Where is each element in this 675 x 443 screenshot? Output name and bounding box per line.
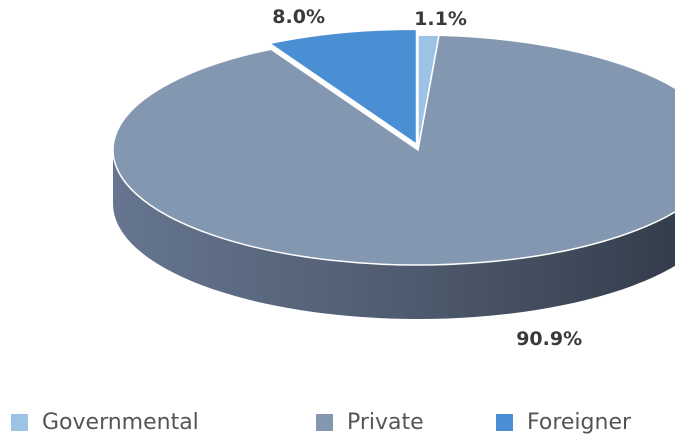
legend-swatch-governmental [11,414,28,431]
pie-label-layer: 1.1% 90.9% 8.0% [272,6,582,350]
data-label-private: 90.9% [516,328,582,350]
chart-legend: Governmental Private Foreigner [0,410,675,443]
pie-slice-private [112,34,675,266]
legend-item-governmental: Governmental [11,410,199,435]
legend-label-private: Private [347,410,424,435]
legend-label-governmental: Governmental [42,410,199,435]
legend-label-foreigner: Foreigner [527,410,632,435]
pie-slice-foreigner [267,28,418,146]
data-label-governmental: 1.1% [414,8,467,30]
pie-side-private [113,150,675,319]
pie-top-layer [112,28,675,266]
data-label-foreigner: 8.0% [272,6,325,28]
legend-item-foreigner: Foreigner [496,410,631,435]
pie-side-layer [113,150,675,319]
legend-swatch-private [316,414,333,431]
legend-swatch-foreigner [496,414,513,431]
legend-item-private: Private [316,410,424,435]
